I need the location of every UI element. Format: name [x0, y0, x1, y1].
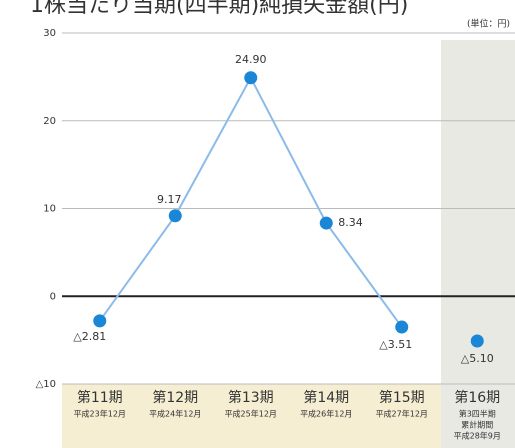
x-tick-note: 平成23年12月	[74, 409, 126, 419]
y-tick-label: 20	[43, 116, 56, 127]
x-tick-label: 第13期	[228, 389, 274, 406]
data-point	[168, 209, 182, 223]
data-label: △3.51	[379, 338, 412, 351]
x-tick-note: 平成26年12月	[300, 409, 352, 419]
chart-title: 1株当たり当期(四半期)純損失金額(円)	[30, 0, 408, 18]
data-label: 9.17	[157, 193, 182, 206]
y-tick-label: 10	[43, 204, 56, 215]
data-point	[244, 71, 258, 85]
data-label: △5.10	[461, 352, 494, 365]
x-tick-note: 平成24年12月	[149, 409, 201, 419]
x-tick-label: 第11期	[77, 389, 123, 406]
y-tick-label: 0	[50, 291, 56, 302]
x-tick-note: 第3四半期	[459, 409, 496, 419]
x-tick-note: 平成25年12月	[225, 409, 277, 419]
x-tick-label: 第12期	[152, 389, 198, 406]
x-tick-note: 累計期間	[461, 420, 493, 430]
y-tick-label: 30	[43, 28, 56, 39]
data-label: 8.34	[338, 216, 363, 229]
highlight-column	[441, 40, 515, 448]
x-tick-label: 第14期	[303, 389, 349, 406]
y-tick-label: △10	[36, 379, 56, 390]
unit-label: (単位：円)	[467, 18, 510, 30]
data-label: △2.81	[73, 330, 106, 343]
data-label: 24.90	[235, 53, 267, 66]
data-point	[93, 314, 107, 328]
data-point	[470, 334, 484, 348]
data-point	[395, 320, 409, 334]
x-tick-label: 第16期	[454, 389, 500, 406]
data-point	[319, 216, 333, 230]
x-tick-label: 第15期	[379, 389, 425, 406]
x-tick-note: 平成28年9月	[454, 431, 501, 441]
x-tick-note: 平成27年12月	[376, 409, 428, 419]
category-band	[62, 384, 441, 448]
series-line	[98, 75, 403, 328]
